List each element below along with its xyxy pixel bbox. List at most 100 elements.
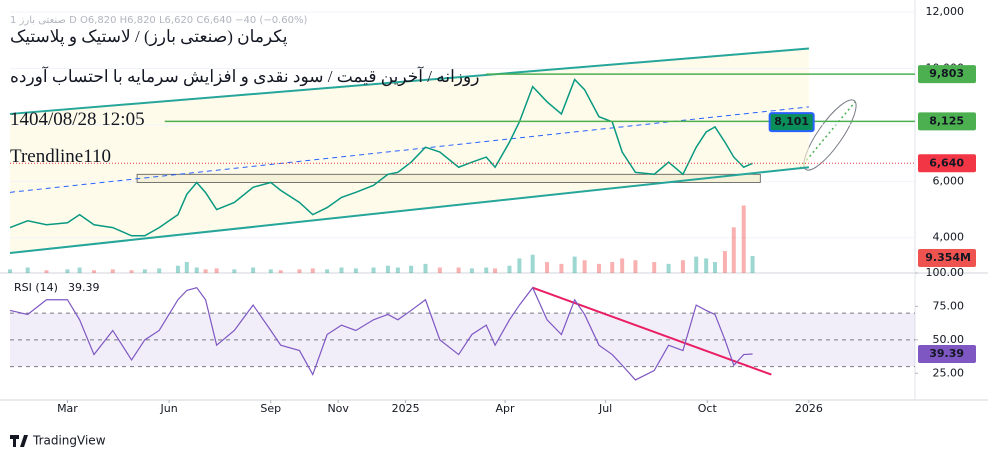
volume-bar xyxy=(596,263,601,273)
volume-bar xyxy=(409,265,414,273)
y-tick-label: 6,000 xyxy=(933,174,965,187)
price-line xyxy=(9,78,753,237)
volume-bar xyxy=(214,268,219,273)
volume-bar xyxy=(437,267,442,273)
volume-bar xyxy=(456,267,461,273)
volume-bar xyxy=(633,260,638,273)
volume-bar xyxy=(493,268,498,273)
volume-bar xyxy=(559,263,564,273)
volume-bar xyxy=(65,269,70,273)
x-tick-label: Jul xyxy=(598,402,612,415)
volume-bar xyxy=(25,267,30,273)
volume-bar xyxy=(232,269,237,273)
volume-bar xyxy=(712,262,717,273)
volume-bar xyxy=(517,258,522,273)
price-tag xyxy=(918,112,976,131)
logo-icon xyxy=(10,435,28,447)
volume-bar xyxy=(582,260,587,273)
volume-bar xyxy=(469,268,474,273)
annotation: Trendline110 xyxy=(10,146,111,167)
volume-tag-label: 9.354M xyxy=(925,251,971,264)
volume-bar xyxy=(395,267,400,273)
y-tick-label: 100.00 xyxy=(926,266,965,279)
volume-bar xyxy=(507,265,512,273)
volume-bar xyxy=(325,269,330,273)
volume-bar xyxy=(194,267,199,273)
x-tick-label: Jun xyxy=(160,402,178,415)
volume-bar xyxy=(353,268,358,273)
rsi-tag-label: 39.39 xyxy=(929,347,964,360)
y-tick-label: 50.00 xyxy=(933,333,965,346)
volume-bar xyxy=(129,270,134,273)
projection-arrow xyxy=(799,101,856,169)
volume-bar xyxy=(610,262,615,273)
volume-bar xyxy=(704,258,709,273)
x-tick-label: 2026 xyxy=(795,402,823,415)
volume-bar xyxy=(77,267,82,273)
volume-bar xyxy=(694,256,699,273)
volume-bar xyxy=(371,267,376,273)
x-tick-label: Sep xyxy=(260,402,281,415)
chart-title: پکرمان (صنعتی بارز) / لاستیک و پلاستیک xyxy=(10,27,288,46)
volume-bar xyxy=(572,256,577,273)
volume-bar xyxy=(310,268,315,273)
volume-bar xyxy=(175,265,180,273)
rsi-value: 39.39 xyxy=(68,281,100,294)
rsi-title: RSI (14) xyxy=(14,281,58,294)
ohlc-legend: 1 صنعتی بارز D O6,820 H6,820 L6,620 C6,6… xyxy=(10,15,308,26)
volume-bar xyxy=(297,269,302,273)
volume-bar xyxy=(203,269,208,273)
y-tick-label: 12,000 xyxy=(926,5,965,18)
volume-bar xyxy=(110,269,115,273)
volume-tag xyxy=(918,249,976,267)
trendline xyxy=(9,166,810,254)
y-tick-label: 4,000 xyxy=(933,231,965,244)
volume-bar xyxy=(530,254,535,273)
volume-bar xyxy=(620,258,625,273)
volume-bar xyxy=(423,263,428,273)
volume-bar xyxy=(741,205,746,273)
price-tag xyxy=(768,112,815,133)
y-tick-label: 25.00 xyxy=(933,366,965,379)
price-tag xyxy=(918,154,976,173)
volume-bar xyxy=(8,269,12,273)
price-tag-label: 6,640 xyxy=(929,156,964,169)
price-tag-label: 8,101 xyxy=(774,115,809,128)
volume-bar xyxy=(545,262,550,273)
rsi-tag xyxy=(918,345,976,364)
volume-bar xyxy=(652,262,657,273)
trendline xyxy=(9,47,810,115)
price-tag-label: 8,125 xyxy=(929,114,964,127)
volume-bar xyxy=(278,270,283,273)
volume-bar xyxy=(268,269,273,273)
volume-bar xyxy=(731,227,736,273)
volume-bar xyxy=(251,267,256,273)
x-tick-label: Oct xyxy=(698,402,718,415)
rsi-line xyxy=(9,286,753,381)
volume-bar xyxy=(680,260,685,273)
volume-bar xyxy=(44,270,49,273)
x-tick-label: Mar xyxy=(57,402,78,415)
brand-logo: TradingView xyxy=(10,434,106,448)
annotation: 1404/08/28 12:05 xyxy=(10,109,145,130)
volume-bar xyxy=(666,263,671,273)
x-tick-label: Nov xyxy=(327,402,349,415)
volume-bar xyxy=(385,265,390,273)
volume-bar xyxy=(142,269,147,273)
volume-bar xyxy=(184,262,189,273)
volume-bar xyxy=(750,255,755,273)
volume-bar xyxy=(484,267,489,273)
brand: TradingView xyxy=(32,434,106,448)
projection-ellipse xyxy=(803,99,857,171)
volume-bar xyxy=(339,267,344,273)
x-tick-label: 2025 xyxy=(392,402,420,415)
volume-bar xyxy=(157,268,162,273)
price-tag xyxy=(918,65,976,84)
volume-bar xyxy=(91,270,96,273)
x-tick-label: Apr xyxy=(496,402,516,415)
channel-fill xyxy=(10,48,809,253)
volume-bar xyxy=(722,251,727,273)
y-tick-label: 75.00 xyxy=(933,299,965,312)
support-zone xyxy=(136,173,761,183)
